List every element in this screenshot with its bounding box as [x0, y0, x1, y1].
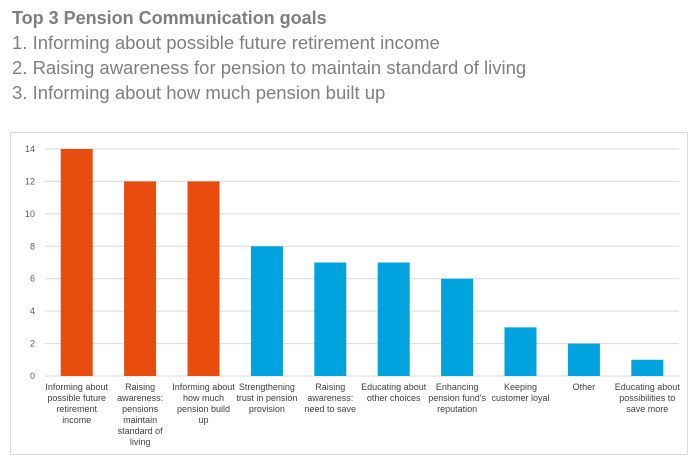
bar [377, 262, 410, 376]
bar [631, 359, 664, 376]
x-tick-label: Educating about possibilities to save more [615, 382, 681, 414]
goal-3: 3. Informing about how much pension buil… [12, 82, 386, 103]
x-tick-label: Raising awareness: pensions maintain standar… [117, 382, 163, 447]
chart-heading: Top 3 Pension Communication goals 1. Inf… [12, 6, 526, 105]
y-tick-label: 0 [30, 371, 35, 381]
page-title: Top 3 Pension Communication goals [12, 8, 327, 28]
bar-chart: 0 2 4 6 8 10 12 14 Informing about possible futur… [25, 144, 681, 447]
bar [567, 343, 600, 376]
x-tick-label: Raising awareness: need to save [305, 382, 357, 414]
x-tick-label: Informing about how much pension build up [172, 382, 235, 425]
bar [314, 262, 347, 376]
y-tick-label: 14 [25, 144, 35, 154]
bar [504, 327, 537, 376]
bar [124, 181, 157, 376]
x-tick-label: Informing about possible future retirement… [45, 382, 108, 425]
x-tick-label: Strengthening trust in pension provision [236, 382, 297, 414]
bar [60, 149, 93, 376]
y-tick-label: 8 [30, 241, 35, 251]
bar [250, 246, 283, 376]
bar [187, 181, 220, 376]
y-tick-label: 4 [30, 306, 35, 316]
x-tick-label: Other [573, 382, 596, 392]
bar [441, 278, 474, 376]
y-tick-label: 2 [30, 339, 35, 349]
y-tick-label: 12 [25, 176, 35, 186]
goal-1: 1. Informing about possible future retir… [12, 32, 440, 53]
x-tick-label: Enhancing pension fund's reputation [428, 382, 486, 414]
y-tick-label: 10 [25, 209, 35, 219]
chart-frame: 0 2 4 6 8 10 12 14 Informing about possible futur… [10, 132, 688, 455]
y-tick-label: 6 [30, 274, 35, 284]
x-tick-label: Keeping customer loyal [491, 382, 549, 403]
x-tick-label: Educating about other choices [361, 382, 427, 403]
goal-2: 2. Raising awareness for pension to main… [12, 57, 527, 78]
